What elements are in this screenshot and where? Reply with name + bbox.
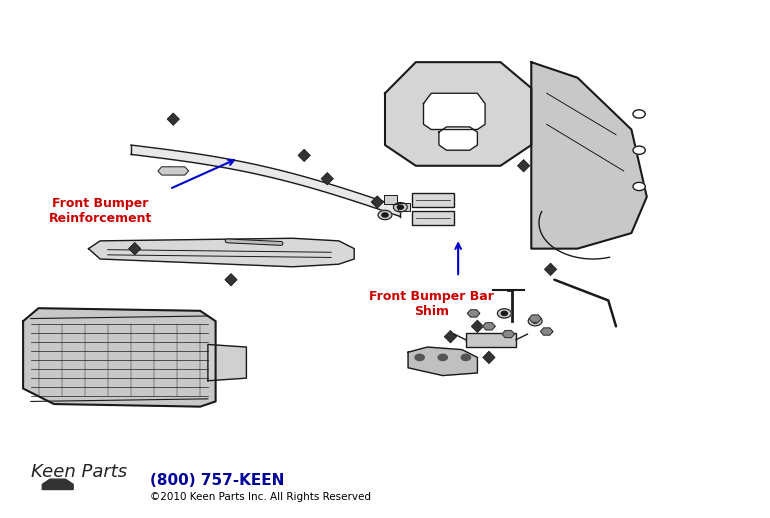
FancyBboxPatch shape (398, 203, 410, 211)
Text: (800) 757-KEEN: (800) 757-KEEN (150, 473, 285, 488)
Polygon shape (467, 310, 480, 317)
Circle shape (532, 319, 538, 323)
Circle shape (633, 110, 645, 118)
Polygon shape (541, 328, 553, 335)
Polygon shape (23, 308, 216, 407)
Circle shape (528, 316, 542, 326)
Polygon shape (385, 62, 531, 166)
Circle shape (438, 354, 447, 361)
Polygon shape (129, 242, 141, 255)
Polygon shape (531, 62, 647, 249)
Polygon shape (424, 93, 485, 130)
Polygon shape (42, 479, 73, 490)
FancyBboxPatch shape (412, 193, 454, 207)
Circle shape (633, 182, 645, 191)
Polygon shape (208, 344, 246, 381)
Polygon shape (439, 127, 477, 150)
FancyBboxPatch shape (466, 333, 516, 347)
Polygon shape (483, 351, 495, 364)
Polygon shape (371, 196, 383, 208)
Text: Front Bumper
Reinforcement: Front Bumper Reinforcement (49, 197, 152, 225)
Polygon shape (225, 274, 237, 286)
Polygon shape (158, 167, 189, 175)
Polygon shape (167, 113, 179, 125)
Polygon shape (544, 263, 557, 276)
Text: ©2010 Keen Parts Inc. All Rights Reserved: ©2010 Keen Parts Inc. All Rights Reserve… (150, 492, 371, 502)
FancyBboxPatch shape (412, 211, 454, 225)
Text: Front Bumper Bar
Shim: Front Bumper Bar Shim (369, 290, 494, 318)
Polygon shape (89, 238, 354, 267)
Circle shape (461, 354, 470, 361)
Circle shape (382, 213, 388, 217)
Circle shape (415, 354, 424, 361)
Polygon shape (502, 330, 514, 338)
Polygon shape (408, 347, 477, 376)
Circle shape (633, 146, 645, 154)
Circle shape (378, 210, 392, 220)
Polygon shape (321, 172, 333, 185)
Polygon shape (529, 315, 541, 322)
Polygon shape (444, 330, 457, 343)
Polygon shape (517, 160, 530, 172)
Text: Keen Parts: Keen Parts (31, 464, 127, 481)
Polygon shape (471, 320, 484, 333)
Polygon shape (298, 149, 310, 162)
Circle shape (397, 205, 403, 209)
FancyBboxPatch shape (384, 195, 397, 204)
Polygon shape (483, 323, 495, 330)
Circle shape (393, 203, 407, 212)
Circle shape (501, 311, 507, 315)
Circle shape (497, 309, 511, 318)
